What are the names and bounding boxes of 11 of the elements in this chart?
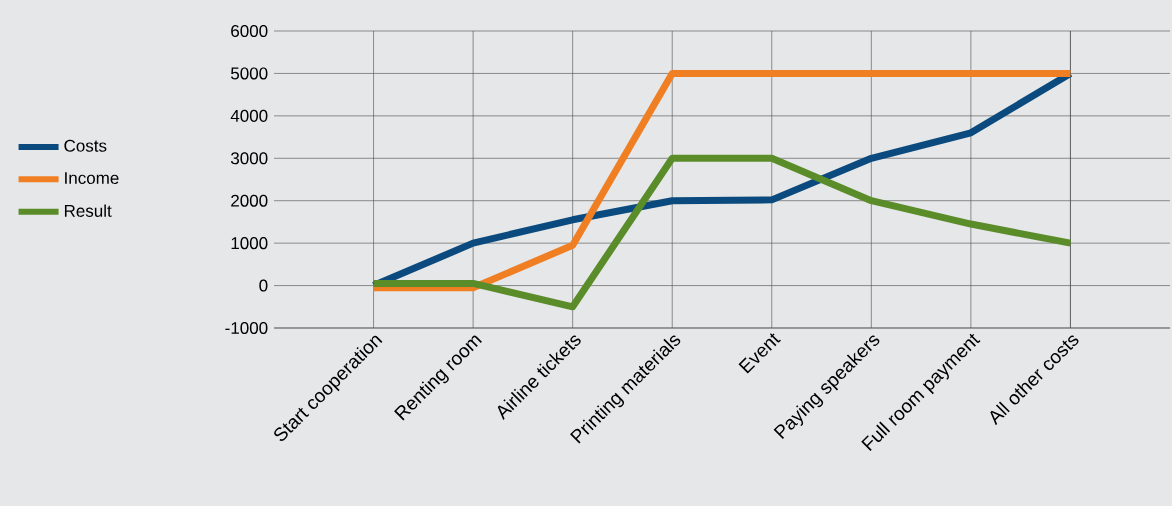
legend-label: Result	[64, 204, 112, 217]
y-tick-label: 1000	[231, 237, 268, 250]
y-tick-label: -1000	[225, 321, 268, 335]
y-tick-label: 2000	[231, 194, 268, 207]
y-tick-label: 0	[259, 279, 268, 292]
legend-label: Costs	[64, 139, 107, 152]
y-tick-label: 3000	[230, 152, 268, 165]
y-tick-label: 4000	[230, 109, 268, 122]
y-tick-label: 6000	[231, 24, 268, 38]
legend-label: Income	[65, 172, 119, 185]
y-tick-label: 5000	[230, 67, 268, 80]
